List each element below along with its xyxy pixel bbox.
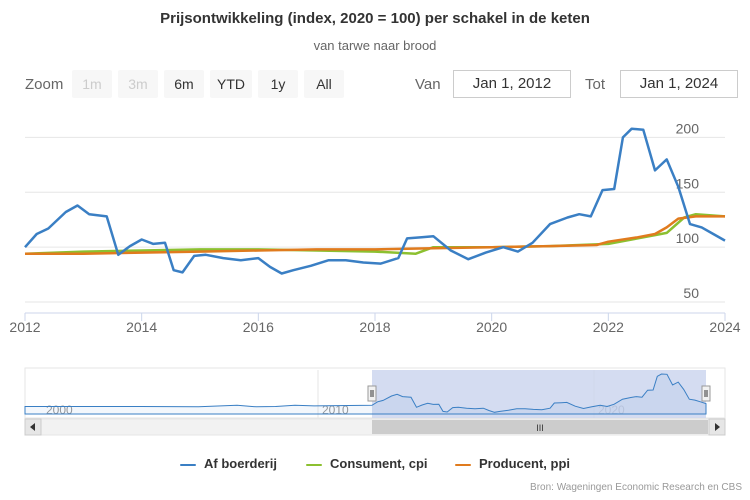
series-line-producent-ppi[interactable]: [25, 215, 725, 255]
legend-label: Af boerderij: [204, 456, 277, 471]
credits[interactable]: Bron: Wageningen Economic Research en CB…: [530, 482, 742, 493]
scroll-right-arrow-icon: [715, 423, 720, 431]
scrollbar-thumb[interactable]: [372, 420, 708, 434]
legend-item-consument-cpi[interactable]: Consument, cpi: [306, 456, 428, 471]
x-tick-label: 2018: [359, 319, 390, 335]
zoom-3m-button[interactable]: 3m: [118, 70, 158, 98]
x-tick-label: 2012: [9, 319, 40, 335]
series-line-consument-cpi[interactable]: [24, 212, 726, 255]
legend-item-af-boerderij[interactable]: Af boerderij: [180, 456, 277, 471]
to-date-input[interactable]: Jan 1, 2024: [620, 70, 738, 98]
x-tick-label: 2020: [476, 319, 507, 335]
legend-label: Producent, ppi: [479, 456, 570, 471]
navigator-series: [24, 373, 707, 415]
zoom-6m-button[interactable]: 6m: [164, 70, 204, 98]
to-label: Tot: [585, 76, 606, 93]
y-tick-label: 100: [676, 230, 700, 246]
legend-swatch: [306, 463, 322, 466]
series-lines: [24, 127, 726, 275]
zoom-1m-button[interactable]: 1m: [72, 70, 112, 98]
x-axis-ticks: 2012 2014 2016 2018 2020 2022 2024: [9, 313, 741, 335]
from-date-input[interactable]: Jan 1, 2012: [453, 70, 571, 98]
scrollbar-grip-icon: III: [536, 423, 544, 433]
zoom-label: Zoom: [25, 76, 64, 93]
zoom-ytd-button[interactable]: YTD: [210, 70, 252, 98]
x-tick-label: 2024: [709, 319, 740, 335]
y-tick-label: 150: [676, 175, 700, 191]
legend: Af boerderij Consument, cpi Producent, p…: [0, 456, 750, 474]
y-tick-label: 50: [683, 285, 699, 301]
x-tick-label: 2014: [126, 319, 157, 335]
y-axis-labels: 50 100 150 200: [676, 120, 700, 301]
from-label: Van: [415, 76, 441, 93]
legend-swatch: [180, 463, 196, 466]
scroll-left-arrow-icon: [30, 423, 35, 431]
zoom-all-button[interactable]: All: [304, 70, 344, 98]
chart-subtitle: van tarwe naar brood: [313, 38, 437, 53]
legend-label: Consument, cpi: [330, 456, 428, 471]
grid-lines: [25, 136, 725, 303]
y-tick-label: 200: [676, 120, 700, 136]
x-tick-label: 2016: [243, 319, 274, 335]
navigator-right-handle[interactable]: [701, 385, 711, 402]
x-tick-label: 2022: [593, 319, 624, 335]
navigator-left-handle[interactable]: [367, 385, 377, 402]
legend-swatch: [455, 463, 471, 466]
legend-item-producent-ppi[interactable]: Producent, ppi: [455, 456, 570, 471]
zoom-1y-button[interactable]: 1y: [258, 70, 298, 98]
series-line-af-boerderij[interactable]: [24, 127, 726, 275]
chart-title: Prijsontwikkeling (index, 2020 = 100) pe…: [160, 10, 590, 27]
